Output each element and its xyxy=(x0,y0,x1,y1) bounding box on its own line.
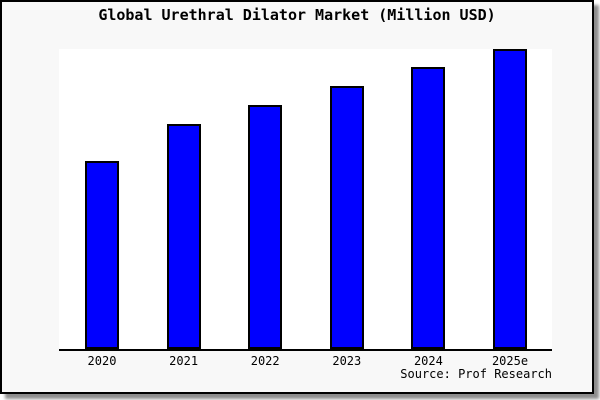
bar-2023 xyxy=(329,85,364,349)
x-tick-label-2020: 2020 xyxy=(87,354,117,368)
bar-2020 xyxy=(85,160,119,349)
chart-frame: Global Urethral Dilator Market (Million … xyxy=(0,0,594,394)
x-tick-label-2022: 2022 xyxy=(250,354,280,368)
x-tick-label-2023: 2023 xyxy=(332,354,362,368)
bar-2021 xyxy=(166,124,201,349)
bar-2024 xyxy=(411,67,446,349)
bar-2022 xyxy=(248,105,283,349)
x-tick-label-2021: 2021 xyxy=(169,354,199,368)
bar-2025e xyxy=(493,49,527,349)
source-credit: Source: Prof Research xyxy=(400,367,552,381)
x-tick-label-2025e: 2025e xyxy=(491,354,529,368)
chart-title: Global Urethral Dilator Market (Million … xyxy=(98,6,496,24)
x-tick-label-2024: 2024 xyxy=(413,354,443,368)
plot-area xyxy=(59,49,552,351)
